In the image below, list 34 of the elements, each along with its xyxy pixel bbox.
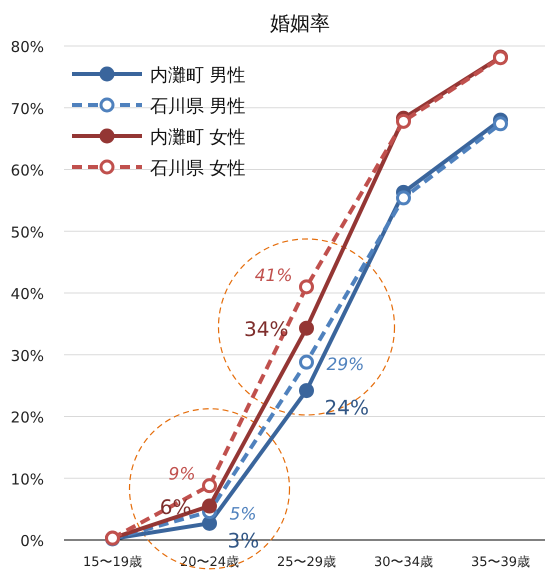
- y-tick-label: 60%: [10, 162, 44, 180]
- x-tick-label: 20〜24歳: [180, 555, 240, 570]
- y-tick-label: 30%: [10, 346, 44, 365]
- x-tick-label: 25〜29歳: [276, 555, 336, 570]
- y-tick-label: 40%: [10, 285, 44, 303]
- point: [396, 114, 411, 129]
- point: [202, 478, 217, 494]
- y-tick-label: 10%: [10, 470, 44, 488]
- point: [493, 116, 508, 132]
- y-tick-label: 50%: [10, 223, 44, 242]
- data-label: 9%: [168, 464, 196, 485]
- chart-title: 婚姻率: [270, 11, 330, 35]
- y-tick-label: 80%: [10, 38, 44, 56]
- point: [202, 498, 217, 514]
- data-label: 34%: [244, 317, 288, 342]
- point: [299, 383, 314, 398]
- point: [299, 279, 314, 294]
- legend-label: 内灘町 男性: [150, 65, 246, 86]
- data-label: 5%: [230, 504, 256, 525]
- y-tick-label: 70%: [10, 100, 44, 118]
- legend-label: 石川県 男性: [150, 96, 246, 117]
- x-tick-label: 15〜19歳: [82, 555, 142, 570]
- legend-label: 内灘町 女性: [150, 127, 246, 148]
- point: [396, 190, 411, 206]
- data-label: 24%: [324, 396, 369, 420]
- x-tick-label: 35〜39歳: [470, 555, 530, 570]
- y-tick-label: 20%: [10, 408, 44, 426]
- x-tick-label: 30〜34歳: [374, 555, 434, 570]
- point: [299, 320, 314, 336]
- data-label: 29%: [326, 355, 364, 376]
- point: [299, 354, 314, 370]
- legend-label: 石川県 女性: [150, 158, 246, 179]
- y-tick-label: 0%: [20, 532, 44, 550]
- data-label: 41%: [254, 266, 292, 286]
